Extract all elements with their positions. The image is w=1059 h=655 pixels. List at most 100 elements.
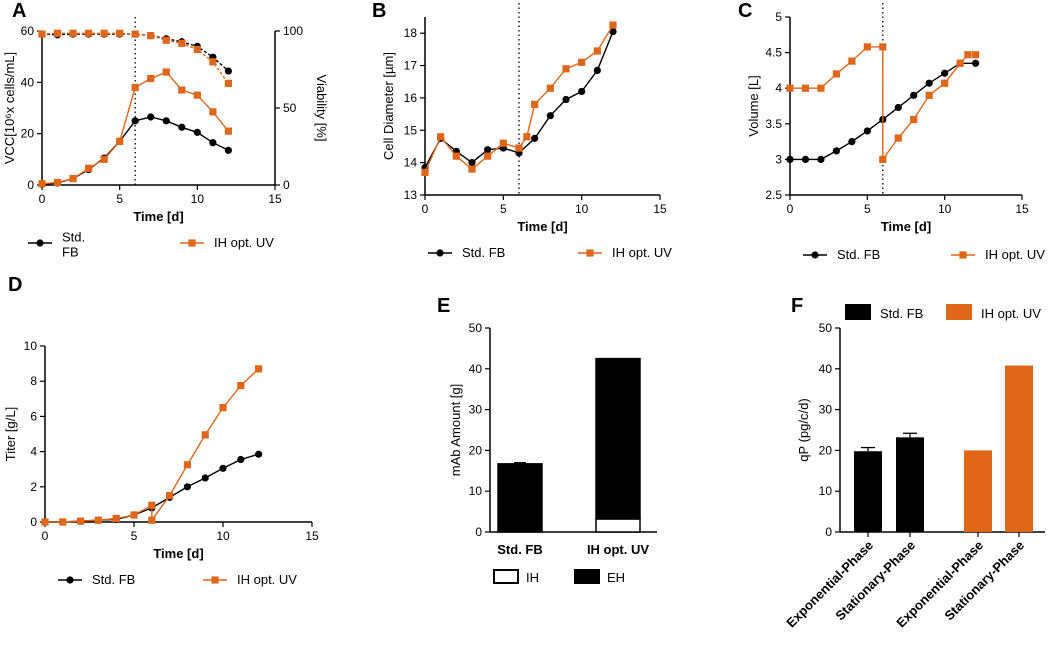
legend-label: IH opt. UV <box>981 306 1041 321</box>
data-point <box>562 95 570 104</box>
legend-label: IH <box>526 570 539 585</box>
legend-label: IH opt. UV <box>214 235 274 250</box>
x-tick-label: 10 <box>575 202 589 216</box>
data-point <box>863 127 871 135</box>
data-point <box>956 59 964 67</box>
y-tick-label: 20 <box>21 127 35 141</box>
data-point <box>237 382 245 390</box>
y-tick-label: 20 <box>469 443 483 457</box>
data-point <box>131 83 139 92</box>
data-point <box>112 514 120 523</box>
legend-label: IH opt. UV <box>612 245 672 260</box>
x-tick-label: 10 <box>938 202 952 216</box>
data-point <box>183 461 191 469</box>
data-point <box>972 59 980 67</box>
y-tick-label: 2 <box>30 480 37 494</box>
legend-label: Std. FB <box>837 247 880 262</box>
legend-swatch <box>493 569 519 584</box>
data-point <box>183 483 191 491</box>
x-tick-label: 15 <box>305 529 319 543</box>
legend-label: Std. FB <box>880 306 923 321</box>
data-point <box>178 39 186 47</box>
y-tick-label: 0 <box>30 515 37 529</box>
y-tick-label: 3 <box>775 152 782 166</box>
y-tick-label: 6 <box>30 409 37 423</box>
y2-tick-label: 100 <box>283 24 303 38</box>
data-point <box>817 84 825 92</box>
legend-swatch <box>946 304 972 320</box>
x-axis-title: Time [d] <box>517 219 567 234</box>
data-point <box>546 84 554 92</box>
data-point <box>162 36 170 44</box>
y-tick-label: 40 <box>21 75 35 89</box>
y-tick-label: 10 <box>24 339 38 353</box>
data-point <box>94 516 102 524</box>
y-axis-title: Cell Diameter [µm] <box>381 52 396 160</box>
data-point <box>77 517 85 525</box>
y-tick-label: 14 <box>404 156 418 170</box>
data-point <box>437 133 445 141</box>
legend-item: IH opt. UV <box>203 572 297 587</box>
data-point <box>941 69 949 77</box>
data-point <box>69 29 77 37</box>
data-point <box>224 127 232 135</box>
data-point <box>224 146 232 154</box>
data-point <box>148 501 156 509</box>
data-point <box>578 87 586 96</box>
legend-item: EH <box>574 569 625 585</box>
data-point <box>609 27 617 36</box>
legend-label: Std. FB <box>92 572 135 587</box>
data-point <box>879 43 887 51</box>
y-tick-label: 8 <box>30 374 37 388</box>
data-point <box>178 123 186 131</box>
y2-axis-title: Viability [%] <box>314 75 329 142</box>
series-3 <box>38 29 232 87</box>
x-tick-label: 0 <box>42 529 49 543</box>
y-tick-label: 60 <box>21 24 35 38</box>
data-point <box>468 159 476 167</box>
y-tick-label: 18 <box>404 26 418 40</box>
y-tick-label: 0 <box>825 525 832 539</box>
x-tick-label: 5 <box>500 202 507 216</box>
y-tick-label: 4 <box>30 445 37 459</box>
panel-letter: E <box>437 295 450 317</box>
data-point <box>452 152 460 160</box>
x-tick-label: 10 <box>216 529 230 543</box>
panel-a: A 0 20 40 60 0 5 10 15 Time [d] VCC[10⁶x cells/mL]… <box>2 0 329 260</box>
legend-label: IH opt. UV <box>985 247 1045 262</box>
data-point <box>964 51 972 59</box>
legend-label: Std. FB <box>462 245 505 260</box>
legend-swatch <box>574 569 600 584</box>
bar <box>964 450 992 532</box>
data-point <box>219 464 227 472</box>
y-tick-label: 50 <box>469 321 483 335</box>
data-point <box>130 511 138 519</box>
series-line <box>45 368 260 523</box>
data-point <box>53 29 62 37</box>
legend-item: IH opt. UV <box>578 245 672 260</box>
y-tick-label: 17 <box>404 59 418 73</box>
legend-marker <box>811 251 819 259</box>
series-1 <box>41 365 263 526</box>
bar-ih <box>595 518 641 533</box>
data-point <box>131 30 139 38</box>
data-point <box>131 117 139 125</box>
data-point <box>484 152 492 160</box>
data-point <box>53 178 62 187</box>
data-point <box>817 155 825 163</box>
data-point <box>85 29 93 37</box>
data-point <box>209 58 217 66</box>
data-point <box>193 45 201 54</box>
data-point <box>578 58 586 66</box>
data-point <box>910 115 918 124</box>
data-point <box>499 139 507 147</box>
data-point <box>531 100 539 108</box>
y-tick-label: 5 <box>775 10 782 24</box>
data-point <box>863 43 871 51</box>
data-point <box>562 65 570 73</box>
legend-item: Std. FB <box>845 304 923 321</box>
x-tick-label: 15 <box>1015 202 1029 216</box>
data-point <box>925 79 933 87</box>
